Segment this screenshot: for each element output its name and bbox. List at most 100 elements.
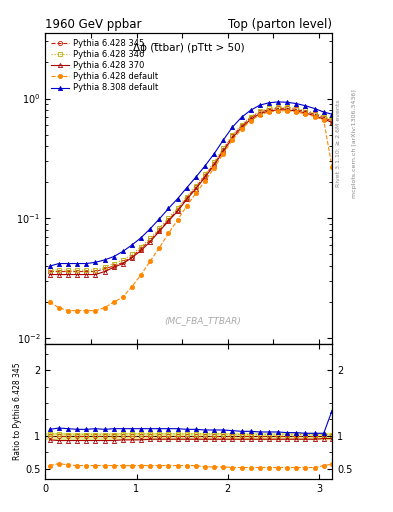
Pythia 8.308 default [121,248,125,254]
Pythia 6.428 default [57,305,61,311]
Pythia 6.428 default [266,109,271,115]
Pythia 8.308 default [175,196,180,202]
Pythia 6.428 346 [303,108,308,114]
Line: Pythia 6.428 346: Pythia 6.428 346 [48,105,334,272]
Pythia 6.428 345 [321,115,326,121]
Pythia 6.428 default [111,299,116,305]
Pythia 6.428 370 [93,271,98,278]
Pythia 6.428 default [193,190,198,196]
Pythia 6.428 370 [257,111,262,117]
Pythia 8.308 default [276,99,281,105]
Pythia 6.428 default [248,118,253,124]
Pythia 6.428 345 [157,227,162,233]
Pythia 6.428 345 [294,106,299,113]
Pythia 8.308 default [239,114,244,120]
Pythia 6.428 345 [175,207,180,213]
Pythia 6.428 370 [111,264,116,270]
Pythia 8.308 default [111,253,116,260]
Pythia 6.428 346 [157,225,162,231]
Pythia 6.428 346 [330,117,334,123]
Pythia 6.428 345 [166,217,171,223]
Pythia 6.428 345 [276,105,281,112]
Pythia 6.428 370 [203,174,208,180]
Pythia 6.428 370 [303,110,308,116]
Pythia 6.428 346 [276,104,281,110]
Pythia 6.428 370 [193,185,198,191]
Pythia 8.308 default [303,103,308,109]
Pythia 6.428 370 [184,196,189,202]
Pythia 6.428 345 [121,259,125,265]
Pythia 6.428 346 [257,108,262,114]
Pythia 6.428 default [166,230,171,237]
Pythia 6.428 default [48,299,52,305]
Pythia 6.428 default [321,117,326,123]
Pythia 6.428 345 [57,268,61,274]
Pythia 6.428 default [276,108,281,114]
Pythia 6.428 default [303,111,308,117]
Pythia 6.428 default [66,308,70,314]
Pythia 6.428 346 [166,215,171,221]
Pythia 8.308 default [230,124,235,130]
Pythia 8.308 default [321,109,326,115]
Pythia 8.308 default [130,242,134,248]
Pythia 8.308 default [203,163,208,169]
Pythia 6.428 346 [139,244,143,250]
Pythia 6.428 346 [221,145,226,151]
Text: Δϕ (t̅tbar) (pTtt > 50): Δϕ (t̅tbar) (pTtt > 50) [133,42,244,53]
Pythia 6.428 345 [84,268,89,274]
Pythia 6.428 370 [166,218,171,224]
Pythia 6.428 370 [75,271,79,278]
Pythia 6.428 default [294,109,299,115]
Pythia 6.428 370 [221,148,226,154]
Legend: Pythia 6.428 345, Pythia 6.428 346, Pythia 6.428 370, Pythia 6.428 default, Pyth: Pythia 6.428 345, Pythia 6.428 346, Pyth… [50,37,160,94]
Pythia 8.308 default [184,185,189,191]
Pythia 8.308 default [266,100,271,106]
Pythia 6.428 346 [285,104,290,110]
Pythia 8.308 default [75,261,79,267]
Pythia 6.428 default [312,114,317,120]
Text: 1960 GeV ppbar: 1960 GeV ppbar [45,18,142,31]
Pythia 6.428 370 [84,271,89,278]
Pythia 6.428 346 [148,236,152,242]
Pythia 6.428 345 [303,109,308,115]
Pythia 8.308 default [285,99,290,105]
Pythia 6.428 346 [130,251,134,258]
Pythia 6.428 346 [239,121,244,127]
Pythia 6.428 346 [48,267,52,273]
Pythia 6.428 370 [266,108,271,114]
Line: Pythia 6.428 default: Pythia 6.428 default [48,109,334,313]
Pythia 6.428 345 [257,109,262,115]
Pythia 8.308 default [66,261,70,267]
Pythia 6.428 346 [175,205,180,211]
Pythia 6.428 default [285,108,290,114]
Line: Pythia 6.428 345: Pythia 6.428 345 [48,106,334,273]
Pythia 6.428 345 [203,173,208,179]
Pythia 6.428 346 [75,267,79,273]
Pythia 6.428 370 [330,119,334,125]
Pythia 6.428 370 [312,113,317,119]
Pythia 6.428 345 [230,134,235,140]
Text: Rivet 3.1.10; ≥ 2.6M events: Rivet 3.1.10; ≥ 2.6M events [336,99,341,187]
Pythia 8.308 default [257,102,262,108]
Pythia 6.428 345 [193,184,198,190]
Pythia 6.428 345 [130,253,134,260]
Pythia 6.428 345 [66,268,70,274]
Pythia 6.428 default [148,258,152,264]
Pythia 8.308 default [212,151,217,157]
Pythia 8.308 default [193,174,198,180]
Pythia 6.428 default [84,308,89,314]
Pythia 6.428 370 [130,254,134,261]
Pythia 6.428 346 [193,182,198,188]
Pythia 6.428 default [203,178,208,184]
Pythia 8.308 default [248,107,253,113]
Pythia 6.428 default [75,308,79,314]
Pythia 6.428 345 [312,111,317,117]
Pythia 6.428 345 [75,268,79,274]
Pythia 6.428 370 [294,108,299,114]
Text: mcplots.cern.ch [arXiv:1306.3436]: mcplots.cern.ch [arXiv:1306.3436] [352,89,357,198]
Pythia 6.428 370 [139,247,143,253]
Text: Top (parton level): Top (parton level) [228,18,332,31]
Pythia 6.428 370 [285,106,290,113]
Pythia 6.428 346 [312,110,317,116]
Pythia 6.428 345 [111,263,116,269]
